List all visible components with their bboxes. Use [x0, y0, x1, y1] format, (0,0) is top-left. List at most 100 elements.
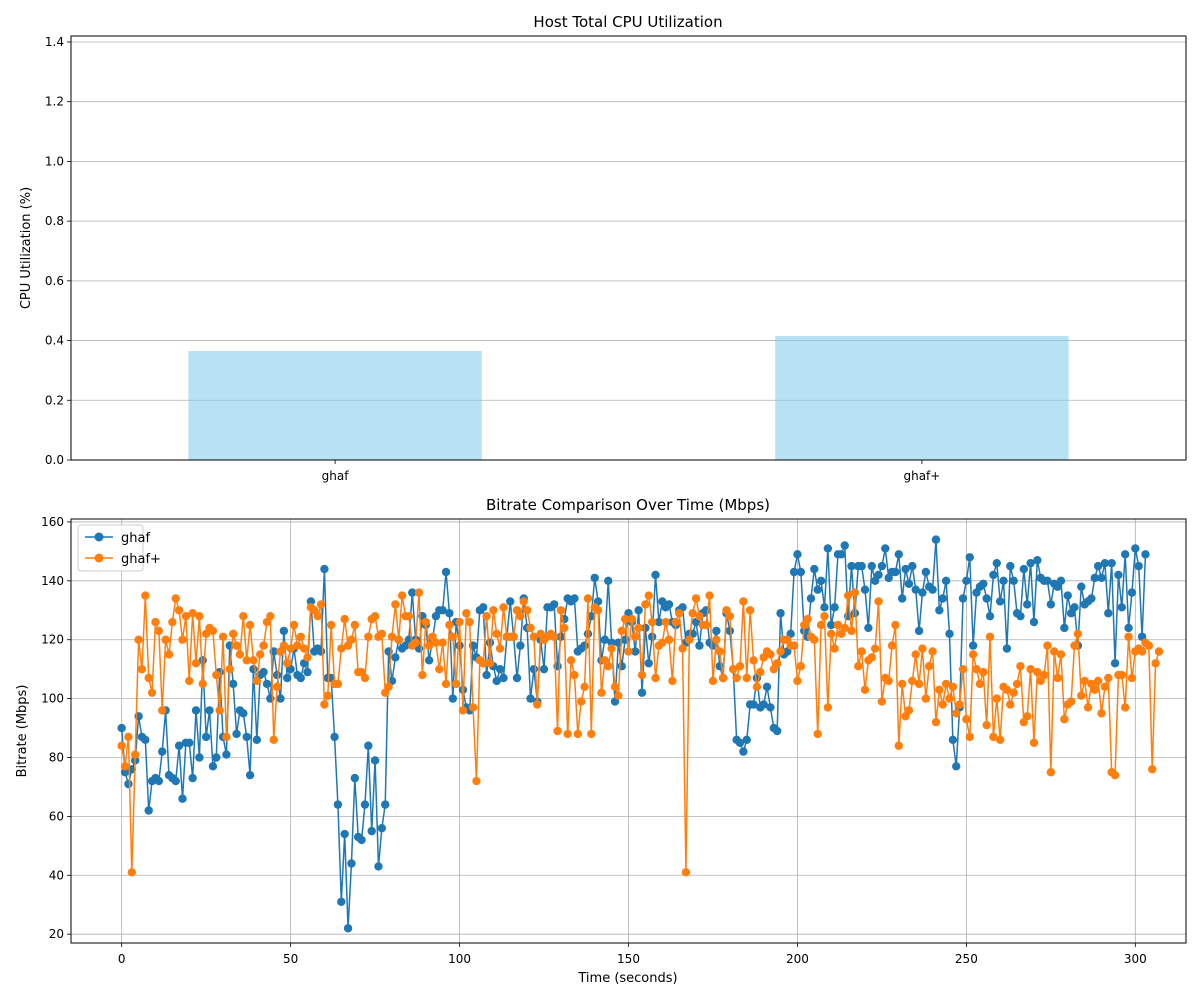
point-ghaf — [644, 659, 653, 668]
point-ghaf-plus — [549, 632, 559, 641]
point-ghaf — [1056, 576, 1066, 586]
point-ghaf-plus — [830, 644, 839, 653]
point-ghaf — [1046, 600, 1056, 609]
point-ghaf-plus — [668, 676, 677, 686]
point-ghaf-plus — [566, 656, 576, 665]
point-ghaf — [239, 709, 248, 718]
point-ghaf-plus — [323, 691, 332, 700]
point-ghaf-plus — [479, 659, 488, 668]
point-ghaf — [979, 579, 988, 588]
point-ghaf-plus — [141, 591, 150, 600]
point-ghaf-plus — [147, 688, 157, 697]
point-ghaf — [208, 762, 218, 771]
point-ghaf-plus — [607, 644, 616, 653]
point-ghaf-plus — [1060, 715, 1069, 724]
point-ghaf-plus — [671, 617, 680, 627]
cpu-y-tick-label: 0.4 — [45, 334, 64, 348]
point-ghaf-plus — [715, 647, 724, 656]
point-ghaf — [725, 626, 735, 636]
point-ghaf-plus — [208, 626, 218, 636]
point-ghaf-plus — [742, 673, 751, 683]
point-ghaf-plus — [151, 617, 160, 627]
point-ghaf-plus — [570, 670, 579, 680]
point-ghaf-plus — [441, 679, 451, 689]
point-ghaf-plus — [560, 623, 569, 633]
point-ghaf-plus — [191, 659, 201, 668]
point-ghaf-plus — [897, 679, 907, 689]
point-ghaf — [587, 611, 596, 621]
cpu-chart-y-ticks: 0.0 0.2 0.4 0.6 0.8 1.0 1.2 1.4 — [45, 35, 71, 467]
bitrate-x-tick-label: 50 — [283, 952, 298, 966]
cpu-bar-ghaf-plus — [775, 336, 1069, 460]
point-ghaf-plus — [232, 641, 241, 650]
point-ghaf-plus — [735, 662, 745, 671]
point-ghaf-plus — [860, 685, 870, 694]
bitrate-chart-title: Bitrate Comparison Over Time (Mbps) — [486, 496, 770, 514]
point-ghaf — [330, 732, 339, 742]
point-ghaf-plus — [573, 729, 583, 739]
bitrate-chart-y-ticks: 20 40 60 80 100 120 140 160 — [41, 515, 71, 941]
point-ghaf-plus — [134, 635, 143, 644]
point-ghaf — [827, 620, 836, 630]
point-ghaf — [1022, 600, 1032, 609]
point-ghaf — [935, 606, 944, 615]
point-ghaf-plus — [522, 606, 532, 615]
point-ghaf-plus — [313, 611, 322, 621]
point-ghaf-plus — [1022, 712, 1032, 721]
point-ghaf-plus — [228, 629, 238, 639]
point-ghaf-plus — [472, 776, 481, 786]
point-ghaf-plus — [610, 682, 620, 692]
point-ghaf — [742, 735, 751, 745]
point-ghaf-plus — [218, 632, 228, 641]
point-ghaf-plus — [914, 679, 924, 689]
point-ghaf — [174, 741, 184, 750]
point-ghaf-plus — [729, 664, 738, 674]
point-ghaf — [874, 570, 883, 580]
point-ghaf — [600, 635, 610, 644]
point-ghaf — [185, 738, 194, 747]
point-ghaf — [1029, 617, 1039, 627]
point-ghaf-plus — [766, 650, 775, 659]
point-ghaf-plus — [556, 606, 566, 615]
point-ghaf — [766, 703, 775, 712]
point-ghaf-plus — [279, 641, 289, 650]
point-ghaf-plus — [1043, 641, 1052, 650]
point-ghaf-plus — [644, 591, 653, 600]
point-ghaf — [242, 732, 251, 742]
point-ghaf-plus — [823, 703, 833, 712]
point-ghaf — [455, 641, 464, 650]
point-ghaf-plus — [289, 620, 299, 630]
point-ghaf-plus — [979, 667, 988, 677]
point-ghaf-plus — [1090, 685, 1099, 694]
point-ghaf — [840, 541, 849, 550]
point-ghaf — [860, 585, 870, 594]
point-ghaf-plus — [674, 609, 684, 618]
point-ghaf — [195, 753, 204, 762]
point-ghaf — [1120, 550, 1130, 559]
point-ghaf-plus — [1100, 682, 1110, 692]
point-ghaf-plus — [188, 609, 197, 618]
point-ghaf — [337, 897, 346, 906]
point-ghaf-plus — [1110, 770, 1120, 780]
point-ghaf — [381, 800, 390, 809]
point-ghaf-plus — [725, 611, 735, 621]
point-ghaf — [232, 729, 241, 739]
point-ghaf-plus — [286, 644, 295, 653]
point-ghaf — [1026, 558, 1035, 568]
point-ghaf-plus — [1026, 664, 1035, 674]
bitrate-x-tick-label: 0 — [118, 952, 126, 966]
point-ghaf-plus — [340, 614, 349, 624]
point-ghaf-plus — [681, 868, 691, 877]
cpu-x-tick-label: ghaf — [322, 469, 350, 483]
point-ghaf-plus — [117, 741, 126, 750]
point-ghaf-plus — [887, 641, 897, 650]
point-ghaf — [479, 603, 488, 612]
point-ghaf — [279, 626, 289, 636]
point-ghaf — [364, 741, 373, 750]
point-ghaf — [647, 632, 657, 641]
point-ghaf — [1090, 573, 1099, 583]
point-ghaf-plus — [316, 600, 326, 609]
point-ghaf — [191, 706, 201, 715]
point-ghaf — [634, 606, 643, 615]
